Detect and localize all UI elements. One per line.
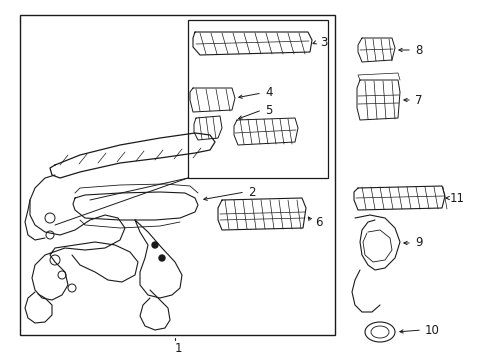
- Text: 1: 1: [175, 342, 182, 355]
- Text: 6: 6: [315, 216, 322, 229]
- Text: 4: 4: [265, 86, 272, 99]
- Text: 5: 5: [265, 104, 272, 117]
- Circle shape: [152, 242, 158, 248]
- Text: 10: 10: [425, 324, 440, 337]
- Text: 2: 2: [248, 185, 255, 198]
- Text: 9: 9: [415, 237, 422, 249]
- Text: 3: 3: [320, 36, 327, 49]
- Bar: [188, 20, 328, 178]
- Circle shape: [159, 255, 165, 261]
- Text: 8: 8: [415, 44, 422, 57]
- Bar: [20, 15, 335, 335]
- Text: 7: 7: [415, 94, 422, 107]
- Text: 11: 11: [450, 192, 465, 204]
